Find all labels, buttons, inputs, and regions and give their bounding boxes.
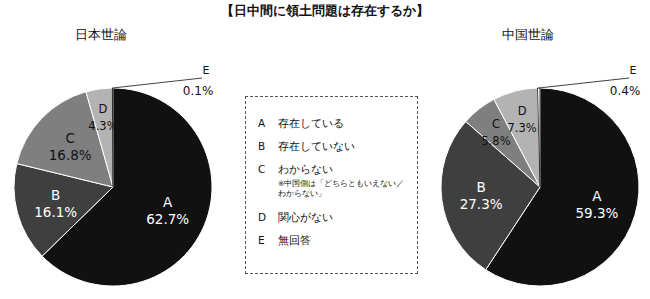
data-label: 0.1% [183, 84, 214, 98]
pie-slices [14, 88, 212, 286]
data-label-category: D [99, 102, 108, 116]
pie-slice [86, 88, 113, 187]
legend-key: B [258, 140, 278, 152]
legend-key: D [258, 211, 278, 223]
legend-key: A [258, 117, 278, 129]
data-label-category: A [592, 188, 602, 204]
data-label-category: C [492, 117, 500, 131]
legend-key: E [258, 234, 278, 246]
legend-item: B存在していない [258, 140, 411, 154]
legend-label: 無回答 [278, 234, 311, 248]
legend-label: 存在していない [278, 140, 355, 154]
legend-label: 関心がない [278, 211, 333, 225]
data-label: 0.4% [610, 84, 641, 98]
legend-item: Cわからない [258, 163, 411, 177]
main-title: 【日中間に領土問題は存在するか】 [221, 3, 429, 18]
legend-key: C [258, 163, 278, 175]
data-label-category: D [518, 104, 527, 118]
legend-item: E無回答 [258, 234, 411, 248]
data-label-category: E [203, 64, 210, 77]
data-label-category: C [65, 130, 74, 146]
data-label: 16.1% [34, 204, 77, 220]
legend-note: ※中国側は「どちらともいえない／わからない」 [278, 179, 411, 199]
pie-slice [112, 88, 114, 187]
data-label-category: B [476, 179, 485, 195]
data-label: 7.3% [507, 121, 536, 135]
data-label: 5.8% [481, 134, 510, 148]
pie-title: 日本世論 [75, 27, 127, 42]
pie-slice [17, 92, 113, 187]
pie-slice [538, 88, 540, 187]
pie-slices [441, 88, 639, 286]
legend: A存在しているB存在していないCわからない※中国側は「どちらともいえない／わから… [245, 96, 418, 274]
data-label: 62.7% [146, 211, 189, 227]
pie-title: 中国世論 [502, 27, 554, 42]
data-label-category: E [630, 64, 637, 77]
data-label: 16.8% [49, 147, 92, 163]
data-label: 4.3% [88, 119, 117, 133]
data-label: 27.3% [460, 196, 503, 212]
data-label: 59.3% [575, 205, 618, 221]
legend-item: A存在している [258, 117, 411, 131]
legend-item: D関心がない [258, 211, 411, 225]
legend-label: 存在している [278, 117, 344, 131]
data-label-category: A [163, 194, 173, 210]
legend-label: わからない [278, 163, 333, 177]
data-label-category: B [51, 187, 60, 203]
